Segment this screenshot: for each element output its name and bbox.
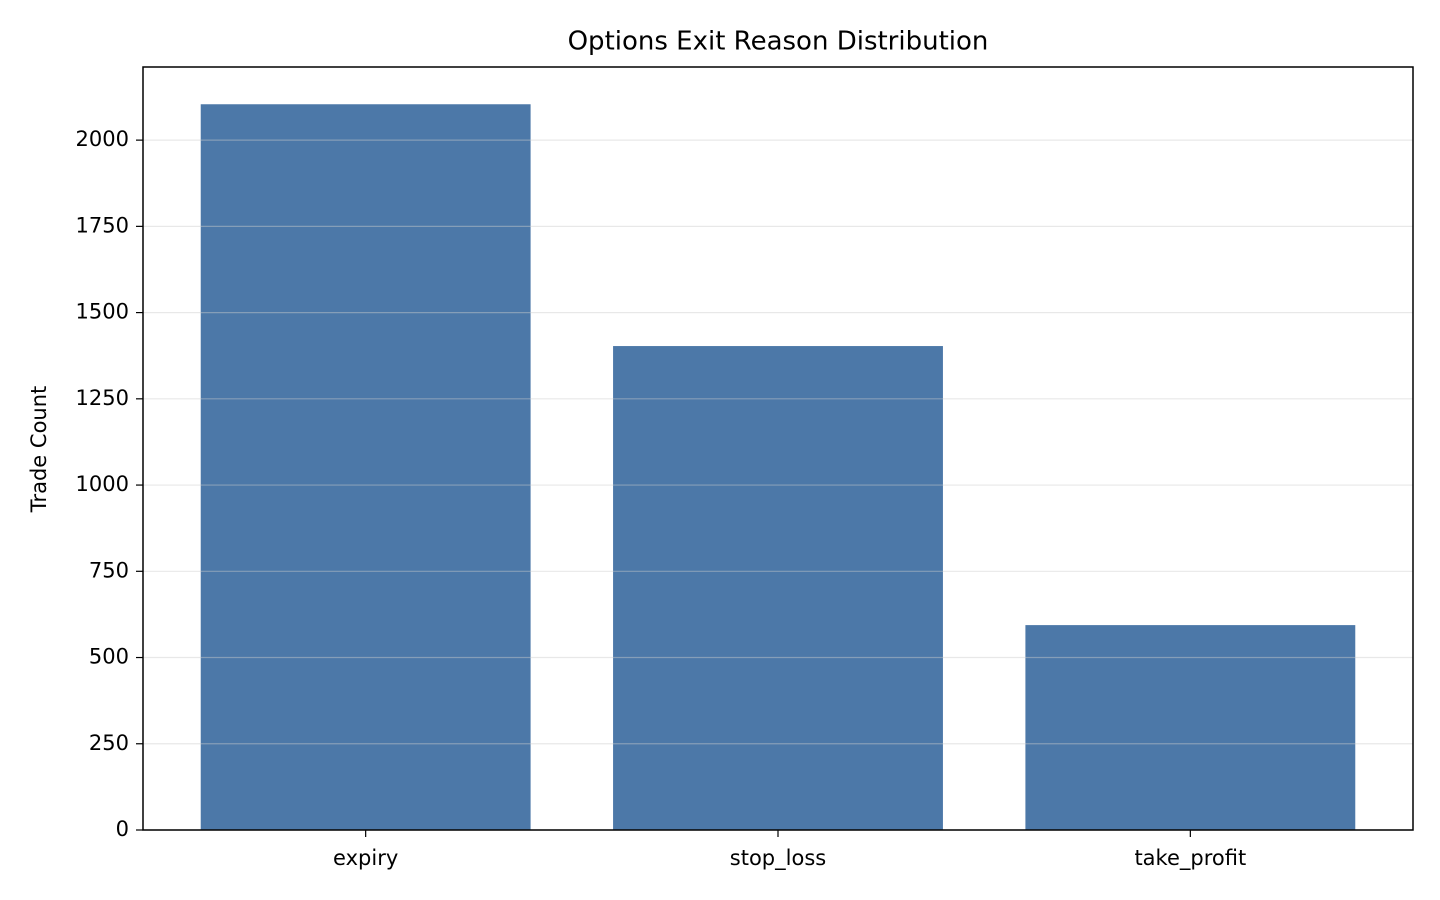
y-tick-label: 500 [89, 645, 129, 669]
y-tick-label: 1000 [76, 472, 129, 496]
chart-title: Options Exit Reason Distribution [568, 27, 989, 57]
x-tick-label: take_profit [1134, 846, 1246, 871]
y-tick-label: 1250 [76, 386, 129, 410]
y-tick-label: 750 [89, 558, 129, 582]
bar [613, 346, 943, 830]
y-tick-label: 2000 [76, 127, 129, 151]
bar [1025, 625, 1356, 830]
y-tick-label: 250 [89, 731, 129, 755]
x-tick-label: stop_loss [730, 846, 826, 871]
x-tick-label: expiry [333, 846, 398, 870]
y-tick-label: 1500 [76, 300, 129, 324]
y-tick-label: 1750 [76, 213, 129, 237]
bar [200, 104, 531, 830]
y-tick-label: 0 [116, 817, 129, 841]
y-axis-label: Trade Count [27, 386, 51, 514]
plot-frame [142, 66, 1414, 831]
